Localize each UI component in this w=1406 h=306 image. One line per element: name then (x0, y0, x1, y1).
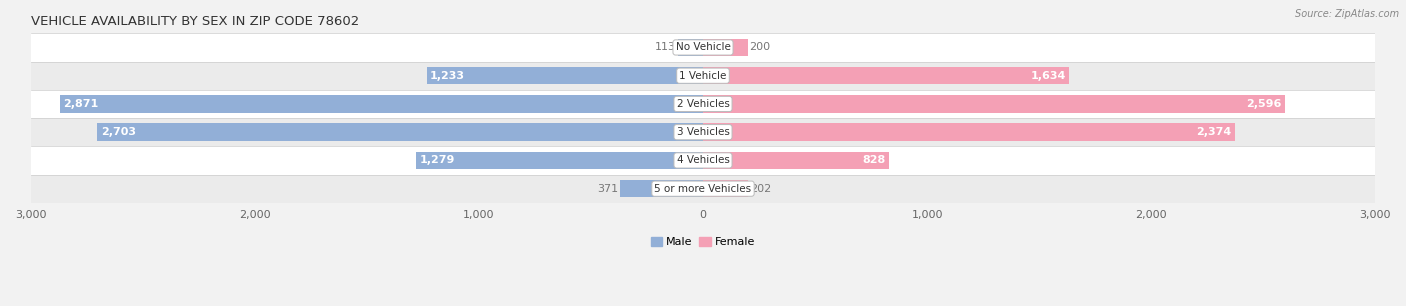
Text: No Vehicle: No Vehicle (675, 43, 731, 52)
Legend: Male, Female: Male, Female (647, 232, 759, 252)
Bar (426, 67, 703, 84)
Bar (416, 152, 703, 169)
Text: 1,233: 1,233 (430, 71, 465, 81)
Bar (59, 95, 703, 113)
Text: 828: 828 (862, 155, 886, 166)
Text: 202: 202 (749, 184, 772, 194)
Text: 1,279: 1,279 (420, 155, 456, 166)
Text: 371: 371 (598, 184, 619, 194)
Bar (620, 180, 703, 197)
Bar (31, 118, 1375, 146)
Bar (31, 146, 1375, 174)
Bar (703, 123, 1234, 141)
Bar (31, 174, 1375, 203)
Text: 5 or more Vehicles: 5 or more Vehicles (654, 184, 752, 194)
Bar (97, 123, 703, 141)
Text: 2,596: 2,596 (1246, 99, 1281, 109)
Bar (703, 39, 748, 56)
Text: 1 Vehicle: 1 Vehicle (679, 71, 727, 81)
Bar (703, 95, 1285, 113)
Text: Source: ZipAtlas.com: Source: ZipAtlas.com (1295, 9, 1399, 19)
Bar (703, 180, 748, 197)
Text: VEHICLE AVAILABILITY BY SEX IN ZIP CODE 78602: VEHICLE AVAILABILITY BY SEX IN ZIP CODE … (31, 15, 359, 28)
Text: 2,871: 2,871 (63, 99, 98, 109)
Text: 3 Vehicles: 3 Vehicles (676, 127, 730, 137)
Bar (703, 152, 889, 169)
Text: 113: 113 (655, 43, 676, 52)
Bar (31, 62, 1375, 90)
Bar (678, 39, 703, 56)
Text: 2,703: 2,703 (101, 127, 135, 137)
Bar (31, 90, 1375, 118)
Text: 2 Vehicles: 2 Vehicles (676, 99, 730, 109)
Text: 2,374: 2,374 (1197, 127, 1232, 137)
Bar (703, 67, 1069, 84)
Text: 1,634: 1,634 (1031, 71, 1066, 81)
Bar (31, 33, 1375, 62)
Text: 4 Vehicles: 4 Vehicles (676, 155, 730, 166)
Text: 200: 200 (749, 43, 770, 52)
